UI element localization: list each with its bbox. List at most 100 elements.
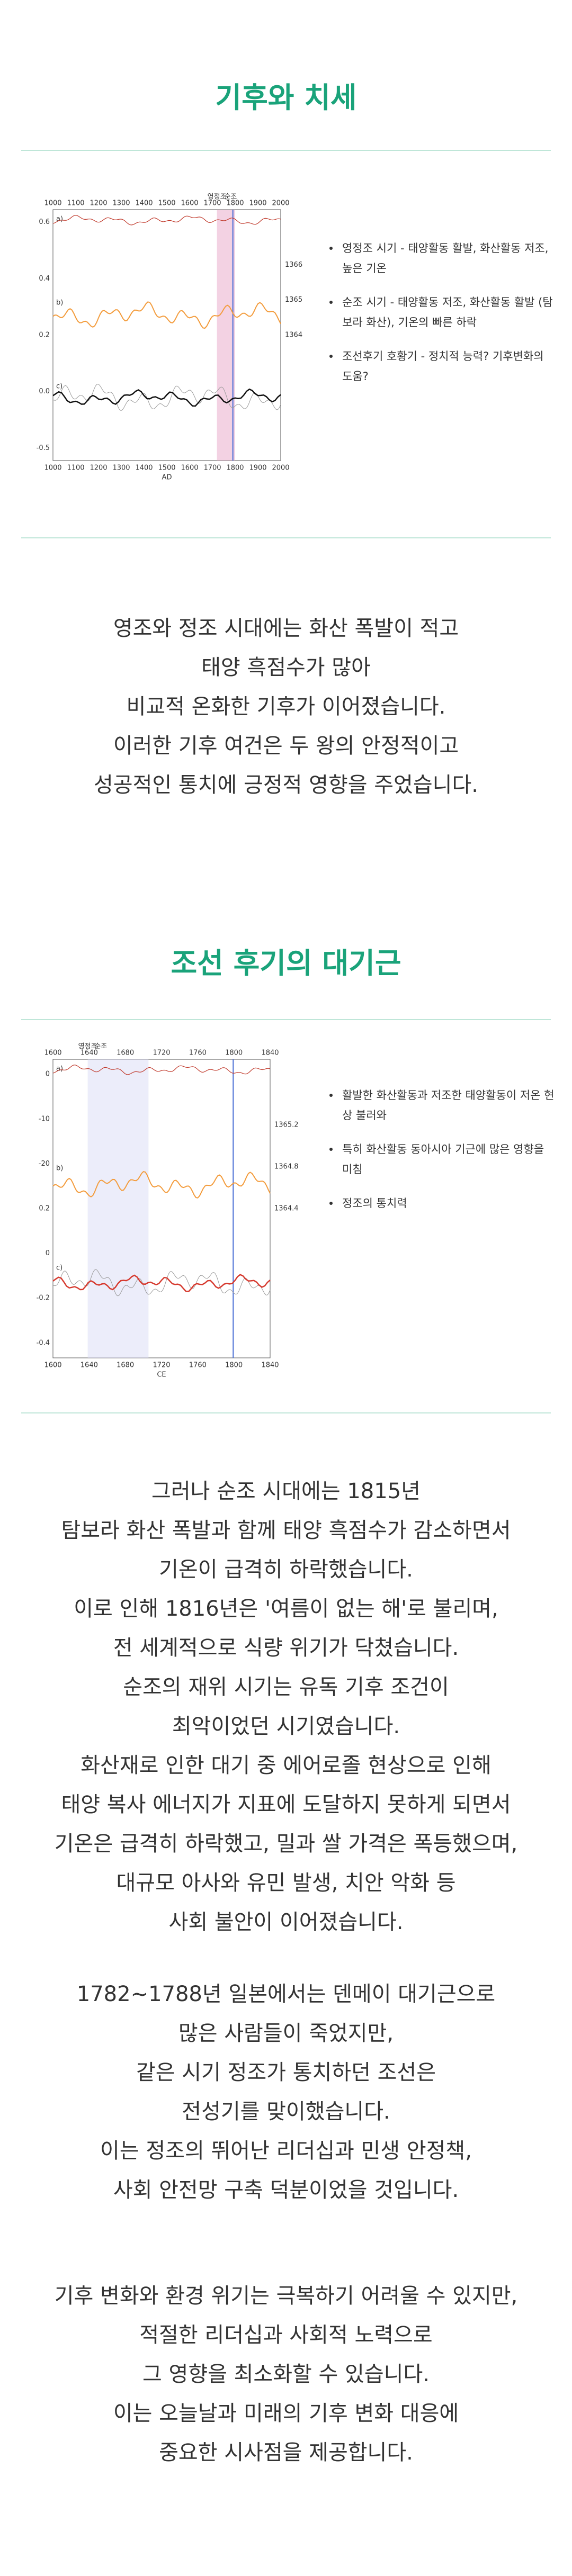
bottom-year: 1900: [249, 464, 266, 472]
paragraph-line: 많은 사람들이 죽었지만,: [178, 2021, 394, 2046]
top-year: 1900: [249, 200, 266, 208]
bottom-year: 1720: [153, 1362, 170, 1370]
left-tick: 0: [46, 1249, 50, 1257]
paragraph-line: 순조의 재위 시기는 유독 기후 조건이: [123, 1675, 449, 1699]
paragraph-line: 이는 오늘날과 미래의 기후 변화 대응에: [113, 2401, 459, 2426]
paragraph-line: 대규모 아사와 유민 발생, 치안 악화 등: [116, 1871, 456, 1895]
section-title: 기후와 치세: [215, 81, 357, 114]
bottom-year: 1500: [158, 464, 175, 472]
bottom-year: 1800: [226, 464, 244, 472]
paragraph-line: 화산재로 인한 대기 중 에어로졸 현상으로 인해: [81, 1753, 491, 1778]
left-tick: 0.2: [39, 1205, 50, 1213]
left-tick: -0.4: [37, 1339, 50, 1347]
figure: 1000 1100 1200 1300 1400 1500 1600 1700 1800 1900…: [37, 193, 302, 482]
top-year: 1400: [135, 200, 153, 208]
figure: 1600 1640 1680 1720 1760 1800 1840 1600 1640 1680…: [37, 1043, 299, 1379]
left-tick: 0.0: [39, 388, 50, 395]
bottom-year: 1680: [117, 1362, 134, 1370]
trace-main: [52, 1274, 271, 1292]
era-label: 영정조: [208, 193, 227, 201]
paragraph-line: 이는 정조의 뛰어난 리더십과 민생 안정책,: [100, 2139, 472, 2163]
plot-frame: [52, 209, 281, 461]
divider: [21, 150, 551, 151]
paragraph-line: 사회 불안이 이어졌습니다.: [168, 1910, 404, 1934]
trace-gray: [52, 384, 281, 411]
section-title: 조선 후기의 대기근: [171, 947, 401, 980]
trace-orange: [52, 301, 281, 329]
bullet-item: 특히 화산활동 동아시아 기근에 많은 영향을 미침: [328, 1139, 556, 1179]
bottom-year: 1640: [81, 1362, 98, 1370]
paragraph-line: 탐보라 화산 폭발과 함께 태양 흑점수가 감소하면서: [61, 1518, 511, 1543]
divider: [21, 537, 551, 538]
top-year: 1720: [153, 1049, 170, 1057]
left-tick: -0.5: [37, 444, 50, 452]
paragraph-line: 태양 흑점수가 많아: [201, 655, 371, 680]
left-tick: 0.4: [39, 275, 50, 283]
panel-label: c): [56, 1264, 62, 1272]
panel-label: b): [56, 299, 63, 307]
paragraph-line: 기온이 급격히 하락했습니다.: [159, 1557, 413, 1582]
left-tick: -0.2: [37, 1294, 50, 1302]
paragraph-line: 최악이었던 시기였습니다.: [172, 1714, 400, 1739]
paragraph-line: 이러한 기후 여건은 두 왕의 안정적이고: [113, 734, 459, 758]
right-tick: 1364: [285, 331, 302, 339]
paragraph-line: 태양 복사 에너지가 지표에 도달하지 못하게 되면서: [61, 1793, 511, 1817]
panel-label: a): [56, 1065, 63, 1073]
paragraph-line: 전 세계적으로 식량 위기가 닥쳤습니다.: [113, 1636, 459, 1660]
paragraph-line: 전성기를 맞이했습니다.: [182, 2100, 390, 2124]
top-year: 1500: [158, 200, 175, 208]
right-tick: 1365.2: [274, 1121, 299, 1129]
panel-label: a): [56, 215, 63, 223]
paragraph-line: 1782~1788년 일본에서는 덴메이 대기근으로: [76, 1982, 496, 2006]
trace-red: [52, 215, 281, 226]
highlight-band: [217, 210, 235, 461]
right-tick: 1365: [285, 296, 302, 304]
bottom-year: 2000: [272, 464, 289, 472]
left-tick: 0: [46, 1070, 50, 1078]
paragraph-line: 기온은 급격히 하락했고, 밀과 쌀 가격은 폭등했으며,: [54, 1832, 518, 1856]
right-tick: 1364.8: [274, 1163, 299, 1171]
trace-red: [52, 1065, 271, 1075]
bullet-item: 정조의 통치력: [328, 1193, 556, 1213]
bullet-item: 순조 시기 - 태양활동 저조, 화산활동 활발 (탐보라 화산), 기온의 빠…: [328, 292, 556, 332]
paragraph-line: 비교적 온화한 기후가 이어졌습니다.: [126, 695, 446, 719]
bottom-year: 1300: [112, 464, 130, 472]
paragraph-line: 사회 안전망 구축 덕분이었을 것입니다.: [113, 2178, 459, 2202]
divider: [21, 1019, 551, 1020]
bottom-year: 1000: [44, 464, 61, 472]
bullet-item: 영정조 시기 - 태양활동 활발, 화산활동 저조, 높은 기온: [328, 238, 556, 278]
paragraph-line: 적절한 리더십과 사회적 노력으로: [139, 2323, 433, 2347]
top-year: 1300: [112, 200, 130, 208]
bottom-year: 1100: [67, 464, 84, 472]
bottom-year: 1600: [44, 1362, 61, 1370]
paragraph-line: 영조와 정조 시대에는 화산 폭발이 적고: [113, 616, 459, 641]
top-year: 1200: [90, 200, 107, 208]
bullet-item: 조선후기 호황기 - 정치적 능력? 기후변화의 도움?: [328, 346, 556, 386]
trace-main: [52, 388, 281, 407]
left-tick: 0.2: [39, 331, 50, 339]
left-tick: -20: [39, 1160, 50, 1168]
paragraph-line: 성공적인 통치에 긍정적 영향을 주었습니다.: [94, 773, 478, 797]
bottom-year: 1400: [135, 464, 153, 472]
bottom-year: 1760: [189, 1362, 207, 1370]
panel-label: b): [56, 1165, 63, 1173]
right-tick: 1366: [285, 261, 302, 269]
top-year: 1600: [181, 200, 198, 208]
axis-unit: AD: [162, 474, 172, 482]
bottom-year: 1200: [90, 464, 107, 472]
top-year: 1600: [44, 1049, 61, 1057]
paragraph: 기후 변화와 환경 위기는 극복하기 어려울 수 있지만, 적절한 리더십과 사회…: [0, 2276, 572, 2472]
trace-orange: [52, 1170, 271, 1199]
bullet-item: 활발한 화산활동과 저조한 태양활동이 저온 현상 불러와: [328, 1085, 556, 1125]
paragraph-line: 같은 시기 정조가 통치하던 조선은: [136, 2060, 436, 2085]
bottom-year: 1800: [225, 1362, 243, 1370]
era-label: 영정조: [78, 1043, 97, 1051]
top-year: 1680: [117, 1049, 134, 1057]
panel-label: c): [56, 383, 62, 391]
top-year: 1700: [203, 200, 221, 208]
highlight-band: [87, 1059, 149, 1358]
paragraph-line: 그러나 순조 시대에는 1815년: [151, 1479, 421, 1503]
top-year: 1840: [261, 1049, 279, 1057]
